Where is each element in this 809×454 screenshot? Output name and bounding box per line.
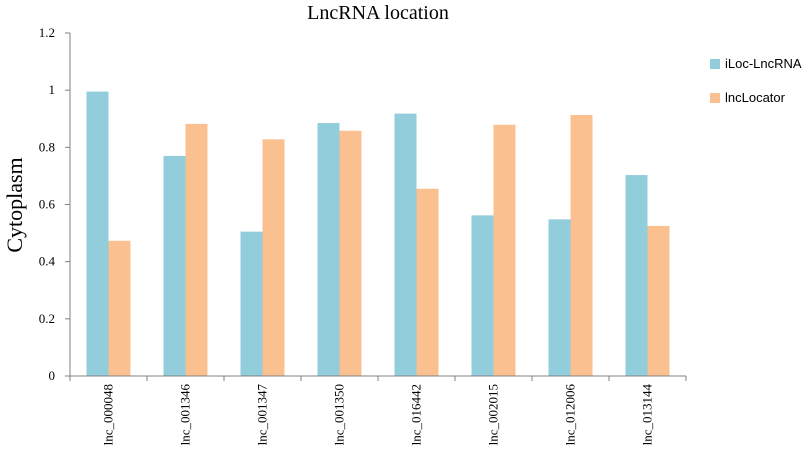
- x-tick-label: lnc_001347: [255, 384, 270, 446]
- x-tick-label: lnc_012006: [563, 384, 578, 446]
- bar-iLoc-LncRNA-lnc_001347: [240, 231, 263, 376]
- y-tick-label: 0.6: [39, 197, 56, 212]
- legend-label: iLoc-LncRNA: [725, 56, 802, 71]
- bar-lncLocator-lnc_016442: [416, 188, 439, 376]
- y-tick-label: 0.2: [39, 311, 55, 326]
- chart-title: LncRNA location: [307, 2, 449, 24]
- legend-swatch-lncLocator: [710, 93, 720, 103]
- bar-lncLocator-lnc_001347: [262, 139, 285, 376]
- x-tick-label: lnc_000048: [101, 384, 116, 445]
- bar-iLoc-LncRNA-lnc_013144: [625, 175, 648, 376]
- bar-iLoc-LncRNA-lnc_002015: [471, 215, 494, 376]
- x-tick-label: lnc_002015: [486, 384, 501, 445]
- legend-swatch-iLoc-LncRNA: [710, 59, 720, 69]
- y-tick-label: 1: [49, 82, 56, 97]
- bar-iLoc-LncRNA-lnc_001346: [163, 155, 186, 376]
- x-tick-label: lnc_013144: [640, 384, 655, 446]
- bar-lncLocator-lnc_000048: [108, 240, 131, 376]
- x-tick-label: lnc_016442: [409, 384, 424, 445]
- y-tick-label: 1.2: [39, 25, 55, 40]
- bar-lncLocator-lnc_001346: [185, 123, 208, 377]
- y-tick-label: 0.8: [39, 139, 55, 154]
- bar-iLoc-LncRNA-lnc_001350: [317, 123, 340, 376]
- y-tick-label: 0.4: [39, 254, 56, 269]
- bar-lncLocator-lnc_002015: [493, 124, 516, 376]
- bars: [86, 91, 670, 377]
- bar-iLoc-LncRNA-lnc_016442: [394, 113, 417, 376]
- bar-lncLocator-lnc_013144: [647, 225, 670, 376]
- x-axis-ticks: lnc_000048 lnc_001346 lnc_001347 lnc_001350…: [69, 376, 687, 446]
- bar-iLoc-LncRNA-lnc_012006: [548, 219, 571, 376]
- legend-label: lncLocator: [725, 90, 786, 105]
- y-axis-ticks: 0 0.2 0.4 0.6 0.8 1 1.2: [39, 25, 70, 383]
- y-tick-label: 0: [49, 368, 56, 383]
- y-axis-label: Cytoplasm: [2, 157, 27, 252]
- legend: iLoc-LncRNA lncLocator: [710, 56, 802, 105]
- bar-iLoc-LncRNA-lnc_000048: [86, 91, 109, 377]
- bar-lncLocator-lnc_001350: [339, 130, 362, 376]
- x-tick-label: lnc_001346: [178, 384, 193, 446]
- x-tick-label: lnc_001350: [332, 384, 347, 445]
- bar-lncLocator-lnc_012006: [570, 115, 593, 376]
